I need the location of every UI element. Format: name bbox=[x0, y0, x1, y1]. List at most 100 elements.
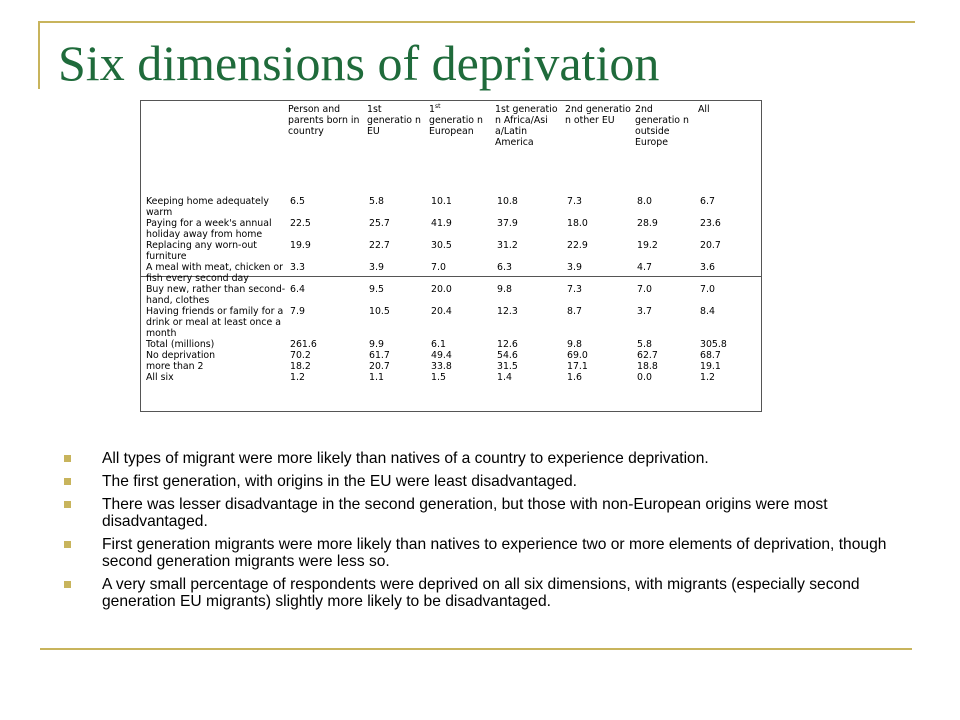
table-row: Having friends or family for a drink or … bbox=[146, 306, 758, 339]
header-1st-gen-european: 1st generatio n European bbox=[429, 102, 483, 137]
header-1st-gen-africa-asia-latam: 1st generatio n Africa/Asi a/Latin Ameri… bbox=[495, 104, 558, 148]
row-label: Keeping home adequately warm bbox=[146, 196, 269, 218]
table-bottom-border bbox=[140, 411, 762, 412]
cell-value: 1.2 bbox=[700, 372, 715, 383]
table-row: Replacing any worn-out furniture 19.9 22.7… bbox=[146, 240, 758, 262]
row-label: Replacing any worn-out furniture bbox=[146, 240, 257, 262]
table-header-row: Person and parents born in country 1st g… bbox=[146, 102, 758, 186]
cell-value: 6.7 bbox=[700, 196, 715, 207]
cell-value: 12.6 bbox=[497, 339, 518, 350]
cell-value: 61.7 bbox=[369, 350, 390, 361]
finding-item: There was lesser disadvantage in the sec… bbox=[62, 496, 912, 530]
row-label: All six bbox=[146, 372, 174, 383]
table-top-border bbox=[140, 100, 762, 101]
cell-value: 22.9 bbox=[567, 240, 588, 251]
cell-value: 8.0 bbox=[637, 196, 652, 207]
cell-value: 62.7 bbox=[637, 350, 658, 361]
header-blank bbox=[146, 104, 288, 186]
cell-value: 18.0 bbox=[567, 218, 588, 229]
finding-text: There was lesser disadvantage in the sec… bbox=[102, 496, 828, 530]
cell-value: 1.5 bbox=[431, 372, 446, 383]
cell-value: 3.9 bbox=[567, 262, 582, 273]
cell-value: 18.2 bbox=[290, 361, 311, 372]
table-left-border bbox=[140, 100, 141, 412]
top-rule bbox=[38, 21, 915, 23]
header-natives: Person and parents born in country bbox=[288, 104, 360, 137]
cell-value: 7.0 bbox=[700, 284, 715, 295]
cell-value: 20.0 bbox=[431, 284, 452, 295]
cell-value: 49.4 bbox=[431, 350, 452, 361]
deprivation-table-frame: Person and parents born in country 1st g… bbox=[140, 100, 762, 412]
deprivation-table: Person and parents born in country 1st g… bbox=[146, 102, 758, 383]
cell-value: 7.3 bbox=[567, 284, 582, 295]
cell-value: 20.7 bbox=[700, 240, 721, 251]
cell-value: 8.7 bbox=[567, 306, 582, 317]
cell-value: 18.8 bbox=[637, 361, 658, 372]
cell-value: 6.5 bbox=[290, 196, 305, 207]
cell-value: 9.5 bbox=[369, 284, 384, 295]
table-row: A meal with meat, chicken or fish every … bbox=[146, 262, 758, 284]
cell-value: 6.3 bbox=[497, 262, 512, 273]
table-row: more than 2 18.2 20.7 33.8 31.5 17.1 18.8 19.1 bbox=[146, 361, 758, 372]
cell-value: 10.8 bbox=[497, 196, 518, 207]
cell-value: 1.2 bbox=[290, 372, 305, 383]
row-label: Having friends or family for a drink or … bbox=[146, 306, 284, 339]
row-label: Paying for a week's annual holiday away … bbox=[146, 218, 272, 240]
cell-value: 7.3 bbox=[567, 196, 582, 207]
cell-value: 9.8 bbox=[567, 339, 582, 350]
cell-value: 5.8 bbox=[637, 339, 652, 350]
cell-value: 8.4 bbox=[700, 306, 715, 317]
cell-value: 1.4 bbox=[497, 372, 512, 383]
row-label: Buy new, rather than second-hand, clothe… bbox=[146, 284, 286, 306]
cell-value: 5.8 bbox=[369, 196, 384, 207]
row-label: A meal with meat, chicken or fish every … bbox=[146, 262, 284, 284]
cell-value: 3.9 bbox=[369, 262, 384, 273]
cell-value: 0.0 bbox=[637, 372, 652, 383]
finding-text: First generation migrants were more like… bbox=[102, 536, 887, 570]
cell-value: 22.7 bbox=[369, 240, 390, 251]
bullet-square-icon bbox=[64, 581, 71, 588]
row-label: No deprivation bbox=[146, 350, 216, 361]
bullet-square-icon bbox=[64, 455, 71, 462]
cell-value: 7.0 bbox=[637, 284, 652, 295]
cell-value: 30.5 bbox=[431, 240, 452, 251]
cell-value: 1.6 bbox=[567, 372, 582, 383]
table-row: No deprivation 70.2 61.7 49.4 54.6 69.0 62.7 68… bbox=[146, 350, 758, 361]
row-label: more than 2 bbox=[146, 361, 204, 372]
bottom-rule bbox=[40, 648, 912, 650]
cell-value: 4.7 bbox=[637, 262, 652, 273]
bullet-square-icon bbox=[64, 541, 71, 548]
cell-value: 7.0 bbox=[431, 262, 446, 273]
cell-value: 70.2 bbox=[290, 350, 311, 361]
finding-text: The first generation, with origins in th… bbox=[102, 473, 578, 490]
finding-text: All types of migrant were more likely th… bbox=[102, 450, 709, 467]
table-row: Buy new, rather than second-hand, clothe… bbox=[146, 284, 758, 306]
finding-text: A very small percentage of respondents w… bbox=[102, 576, 860, 610]
header-all: All bbox=[698, 104, 710, 115]
table-right-border bbox=[761, 100, 762, 412]
finding-item: The first generation, with origins in th… bbox=[62, 473, 912, 490]
cell-value: 1.1 bbox=[369, 372, 384, 383]
header-2nd-gen-other-eu: 2nd generatio n other EU bbox=[565, 104, 631, 126]
header-1st-gen-eu: 1st generatio n EU bbox=[367, 104, 421, 137]
cell-value: 6.1 bbox=[431, 339, 446, 350]
table-row: All six 1.2 1.1 1.5 1.4 1.6 0.0 1.2 bbox=[146, 372, 758, 383]
cell-value: 6.4 bbox=[290, 284, 305, 295]
cell-value: 9.8 bbox=[497, 284, 512, 295]
table-body: Keeping home adequately warm 6.5 5.8 10.1 10… bbox=[146, 186, 758, 383]
findings-list: All types of migrant were more likely th… bbox=[62, 450, 912, 616]
cell-value: 10.1 bbox=[431, 196, 452, 207]
cell-value: 7.9 bbox=[290, 306, 305, 317]
cell-value: 12.3 bbox=[497, 306, 518, 317]
cell-value: 3.3 bbox=[290, 262, 305, 273]
cell-value: 19.1 bbox=[700, 361, 721, 372]
spacer-row bbox=[146, 186, 758, 196]
cell-value: 54.6 bbox=[497, 350, 518, 361]
cell-value: 20.4 bbox=[431, 306, 452, 317]
cell-value: 20.7 bbox=[369, 361, 390, 372]
table-row: Paying for a week's annual holiday away … bbox=[146, 218, 758, 240]
cell-value: 3.7 bbox=[637, 306, 652, 317]
cell-value: 23.6 bbox=[700, 218, 721, 229]
table-header-divider bbox=[140, 276, 762, 277]
cell-value: 25.7 bbox=[369, 218, 390, 229]
